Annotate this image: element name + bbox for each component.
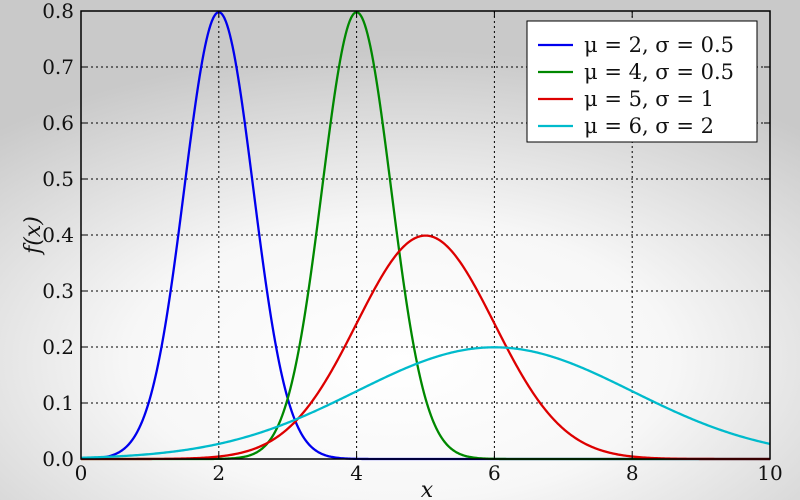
- legend: μ = 2, σ = 0.5 μ = 4, σ = 0.5 μ = 5, σ = 1…: [526, 20, 758, 143]
- x-tick-label: 0: [75, 461, 88, 485]
- y-tick-label: 0.8: [42, 0, 74, 23]
- y-axis-label: f(x): [21, 216, 46, 256]
- x-axis-label: x: [421, 478, 434, 500]
- legend-label-2: μ = 4, σ = 0.5: [584, 60, 734, 84]
- legend-box: [526, 20, 758, 143]
- legend-label-4: μ = 6, σ = 2: [584, 114, 714, 138]
- x-tick-label: 10: [757, 461, 782, 485]
- y-tick-label: 0.5: [42, 167, 74, 191]
- y-tick-label: 0.6: [42, 111, 74, 135]
- tick-labels: 0 2 4 6 8 10 0.0 0.1 0.2 0.3 0.4 0.5 0.6 0.7 0.8: [42, 0, 783, 485]
- x-tick-label: 4: [350, 461, 363, 485]
- y-tick-label: 0.7: [42, 55, 74, 79]
- y-tick-label: 0.3: [42, 279, 74, 303]
- series-line-4: [80, 346, 771, 459]
- series-line-3: [81, 234, 770, 461]
- y-tick-label: 0.2: [42, 335, 74, 359]
- y-tick-label: 0.1: [42, 391, 74, 415]
- y-tick-label: 0.4: [42, 223, 74, 247]
- x-tick-label: 8: [626, 461, 639, 485]
- ticks: [80, 10, 771, 460]
- y-tick-label: 0.0: [42, 447, 74, 471]
- legend-label-3: μ = 5, σ = 1: [584, 87, 714, 111]
- x-tick-label: 2: [212, 461, 225, 485]
- x-tick-label: 6: [488, 461, 501, 485]
- legend-label-1: μ = 2, σ = 0.5: [584, 33, 734, 57]
